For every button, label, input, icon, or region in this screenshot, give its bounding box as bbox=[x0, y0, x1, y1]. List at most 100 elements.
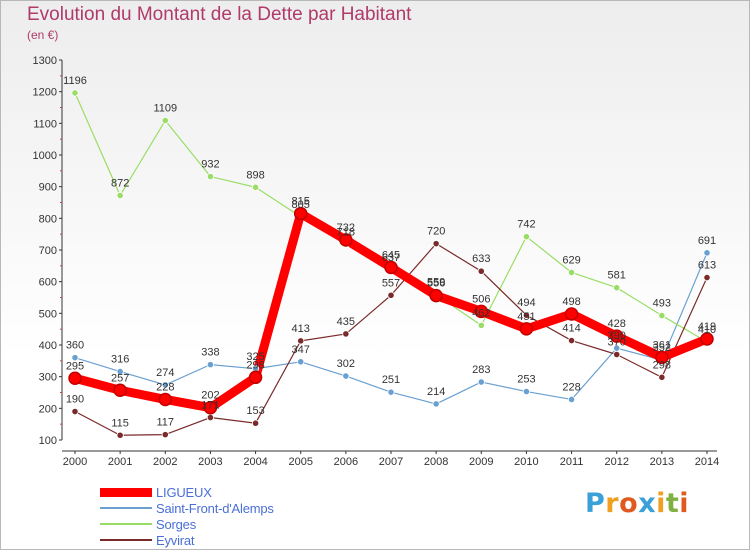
data-label: 202 bbox=[201, 390, 219, 402]
data-point bbox=[703, 249, 711, 257]
data-label: 361 bbox=[653, 339, 671, 351]
data-point bbox=[71, 354, 79, 362]
data-point bbox=[71, 407, 79, 416]
legend-label: LIGUEUX bbox=[156, 484, 212, 500]
data-label: 613 bbox=[698, 260, 716, 272]
series-line bbox=[74, 92, 708, 343]
data-point bbox=[206, 413, 215, 422]
data-label: 645 bbox=[382, 249, 400, 261]
data-point bbox=[203, 400, 218, 415]
data-label: 428 bbox=[608, 318, 626, 330]
data-label: 410 bbox=[698, 324, 716, 336]
data-label: 556 bbox=[427, 278, 445, 290]
data-label: 228 bbox=[562, 381, 580, 393]
data-label: 302 bbox=[337, 358, 355, 370]
legend-swatch bbox=[100, 507, 152, 509]
data-point bbox=[161, 431, 169, 439]
logo-letter: r bbox=[605, 488, 620, 519]
data-label: 370 bbox=[608, 337, 626, 349]
data-point bbox=[116, 191, 124, 200]
chart-axes: 100 200 300 400 500 600 700 800 900 1000 1100 1200 1… bbox=[33, 55, 720, 468]
data-label: 352 bbox=[653, 342, 671, 354]
legend-item: Eyvirat bbox=[100, 532, 274, 548]
data-point bbox=[613, 350, 621, 359]
data-point bbox=[477, 267, 485, 275]
data-point bbox=[567, 336, 576, 345]
data-point bbox=[113, 383, 127, 398]
x-tick-label: 2010 bbox=[514, 456, 538, 468]
data-label: 283 bbox=[472, 364, 490, 376]
data-label: 805 bbox=[292, 199, 310, 211]
data-point bbox=[658, 373, 666, 381]
data-label: 347 bbox=[292, 344, 310, 356]
x-tick-label: 2008 bbox=[424, 456, 448, 468]
x-tick-label: 2014 bbox=[695, 456, 719, 468]
data-point bbox=[609, 329, 624, 343]
y-tick-label: 800 bbox=[39, 213, 57, 225]
data-point bbox=[432, 400, 440, 408]
x-tick-label: 2000 bbox=[63, 456, 87, 468]
x-tick-label: 2009 bbox=[469, 456, 493, 468]
data-label: 559 bbox=[427, 277, 445, 289]
data-point bbox=[700, 332, 714, 346]
data-label: 742 bbox=[517, 219, 535, 231]
data-label: 325 bbox=[246, 351, 264, 363]
data-label: 629 bbox=[562, 254, 580, 266]
data-label: 557 bbox=[382, 277, 400, 289]
data-point bbox=[522, 311, 531, 319]
x-tick-label: 2013 bbox=[650, 456, 674, 468]
x-tick-label: 2011 bbox=[560, 456, 584, 468]
data-point bbox=[522, 233, 531, 241]
data-point bbox=[297, 337, 305, 345]
y-tick-label: 1300 bbox=[33, 55, 57, 67]
data-point bbox=[342, 372, 350, 380]
y-tick-label: 300 bbox=[39, 372, 57, 384]
data-label: 720 bbox=[427, 226, 445, 238]
y-tick-label: 700 bbox=[39, 245, 57, 257]
legend-item: Sorges bbox=[100, 516, 274, 532]
data-point bbox=[387, 291, 395, 299]
data-point bbox=[384, 260, 398, 275]
data-point bbox=[248, 370, 263, 385]
data-point bbox=[158, 392, 173, 407]
data-label: 732 bbox=[337, 222, 355, 234]
y-tick-label: 900 bbox=[39, 182, 57, 194]
legend-item: LIGUEUX bbox=[100, 484, 274, 500]
logo-letter: i bbox=[656, 488, 666, 519]
data-point bbox=[68, 371, 82, 385]
data-label: 494 bbox=[517, 297, 535, 309]
y-tick-label: 1000 bbox=[33, 150, 57, 162]
data-label: 451 bbox=[517, 311, 535, 323]
data-label: 506 bbox=[472, 293, 490, 305]
data-label: 898 bbox=[246, 169, 264, 181]
data-label: 190 bbox=[66, 394, 84, 406]
x-tick-label: 2006 bbox=[334, 456, 358, 468]
data-point bbox=[293, 206, 308, 221]
data-point bbox=[519, 322, 534, 336]
data-point bbox=[703, 273, 711, 282]
data-point bbox=[567, 268, 576, 277]
data-point bbox=[116, 431, 124, 439]
data-label: 718 bbox=[337, 226, 355, 238]
data-label: 498 bbox=[562, 296, 580, 308]
data-label: 872 bbox=[111, 178, 129, 190]
y-tick-label: 600 bbox=[39, 277, 57, 289]
data-point bbox=[161, 116, 169, 125]
legend-swatch bbox=[100, 487, 152, 497]
data-label: 115 bbox=[111, 417, 129, 429]
data-label: 295 bbox=[66, 360, 84, 372]
data-point bbox=[342, 330, 350, 338]
data-point bbox=[564, 307, 579, 321]
data-label: 413 bbox=[292, 323, 310, 335]
x-tick-label: 2005 bbox=[288, 456, 312, 468]
data-point bbox=[474, 304, 489, 319]
data-label: 691 bbox=[698, 235, 716, 247]
data-label: 316 bbox=[111, 354, 129, 366]
data-labels: 2952572282022988157326455565064514984283… bbox=[63, 75, 716, 429]
data-label: 338 bbox=[201, 347, 219, 359]
data-label: 581 bbox=[608, 270, 626, 282]
data-label: 117 bbox=[157, 417, 175, 429]
legend-swatch bbox=[100, 539, 152, 541]
